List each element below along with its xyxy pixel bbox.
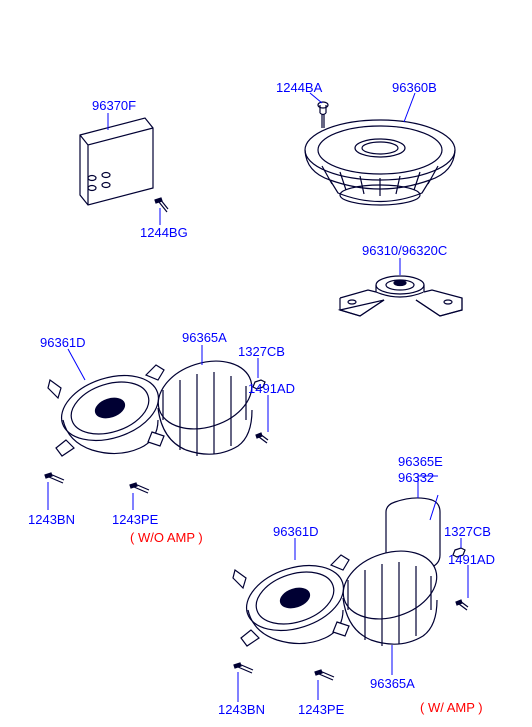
label-w-amp: ( W/ AMP ) (420, 700, 483, 715)
label-wo-amp: ( W/O AMP ) (130, 530, 203, 545)
label-1243PE-2: 1243PE (298, 702, 344, 717)
part-screw-1244BA (318, 102, 328, 128)
label-96361D-1: 96361D (40, 335, 86, 350)
label-96360B: 96360B (392, 80, 437, 95)
label-1243BN-1: 1243BN (28, 512, 75, 527)
part-speaker-2 (233, 554, 352, 646)
part-screw-1491AD-1 (256, 433, 268, 443)
label-96310-96320C: 96310/96320C (362, 243, 447, 258)
label-96332: 96332 (398, 470, 434, 485)
label-1244BG: 1244BG (140, 225, 188, 240)
label-1327CB-2: 1327CB (444, 524, 491, 539)
part-screw-1244BG (155, 198, 168, 212)
part-screw-1491AD-2 (456, 600, 468, 610)
label-1327CB-1: 1327CB (238, 344, 285, 359)
label-1243BN-2: 1243BN (218, 702, 265, 717)
label-1244BA: 1244BA (276, 80, 322, 95)
label-96370F: 96370F (92, 98, 136, 113)
part-large-speaker (305, 120, 455, 205)
part-screw-1243BN-1 (45, 473, 64, 483)
part-screw-1243PE-1 (130, 483, 149, 493)
label-96361D-2: 96361D (273, 524, 319, 539)
part-small-speaker (340, 276, 462, 316)
part-amplifier (80, 118, 153, 205)
label-1491AD-2: 1491AD (448, 552, 495, 567)
label-96365E: 96365E (398, 454, 443, 469)
diagram-canvas (0, 0, 532, 727)
part-speaker-1 (48, 364, 167, 456)
part-screw-1243BN-2 (234, 663, 253, 673)
label-96365A-2: 96365A (370, 676, 415, 691)
label-96365A-1: 96365A (182, 330, 227, 345)
part-grille-1 (149, 350, 260, 456)
label-1491AD-1: 1491AD (248, 381, 295, 396)
part-screw-1243PE-2 (315, 670, 334, 680)
label-1243PE-1: 1243PE (112, 512, 158, 527)
